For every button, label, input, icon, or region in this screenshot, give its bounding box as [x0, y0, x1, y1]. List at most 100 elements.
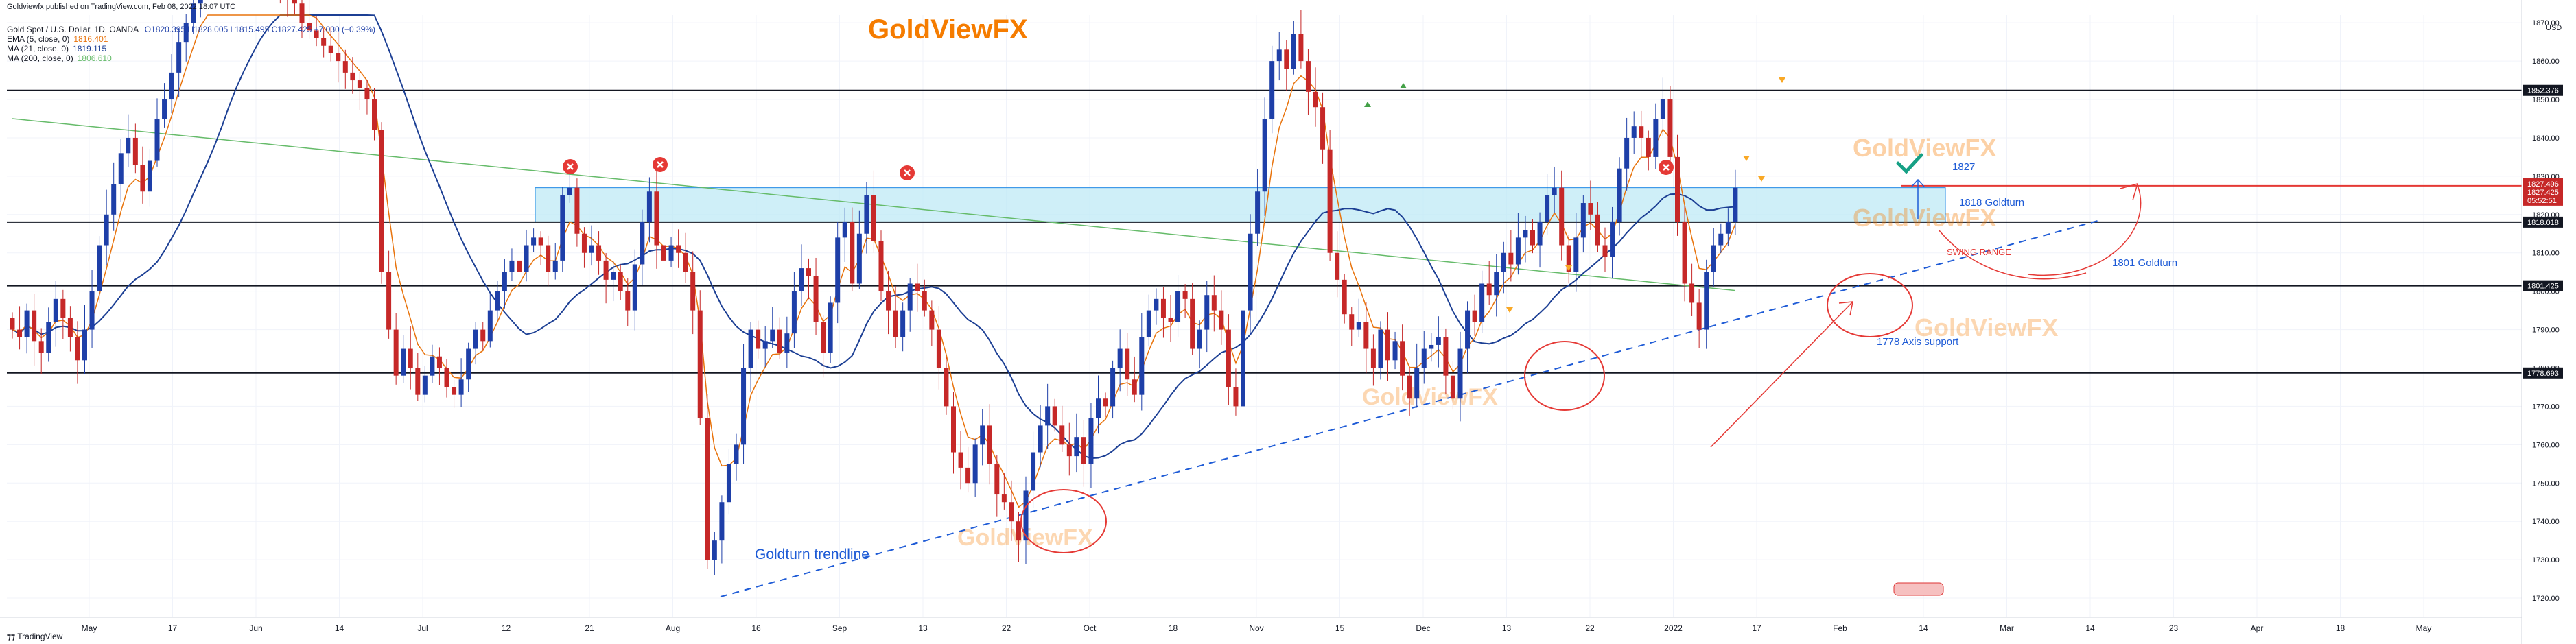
tradingview-footer[interactable]: ⁊⁊ TradingView	[7, 632, 62, 641]
candle-body	[1624, 137, 1630, 169]
candle-body	[154, 118, 160, 161]
candle-body	[654, 191, 659, 246]
level-price-label: 1818.018	[2527, 219, 2559, 227]
drawn-annotations: 1827 1818 Goldturn SWING RANGE 1801 Goldtur…	[563, 77, 2177, 596]
candle-body	[799, 268, 804, 291]
goldturn-trendline	[720, 219, 2100, 597]
candle-body	[1298, 34, 1304, 62]
candle-body	[452, 387, 457, 395]
candle-body	[821, 322, 826, 353]
price-tick-label: 1850.00	[2532, 96, 2560, 104]
candle-body	[856, 233, 862, 284]
candle-body	[603, 260, 609, 280]
signal-triangle	[1506, 307, 1513, 313]
x-icon	[657, 161, 664, 168]
indicator-label: MA (200, close, 0)	[7, 53, 73, 63]
time-tick-label: 15	[1335, 623, 1345, 633]
time-tick-label: 12	[502, 623, 511, 633]
candle-body	[864, 195, 869, 234]
candle-body	[75, 337, 80, 361]
candle-body	[1233, 387, 1239, 407]
candle-body	[97, 245, 102, 291]
price-axis[interactable]: 1720.00 1730.00 1740.00 1750.00 1760.00 1770.…	[2521, 0, 2563, 644]
candle-body	[1226, 329, 1231, 387]
candle-body	[53, 298, 58, 322]
candle-body	[111, 184, 117, 215]
level-price-tag	[2523, 84, 2563, 96]
candle-body	[292, 0, 297, 4]
candle-body	[1653, 118, 1659, 157]
candle-body	[1255, 191, 1261, 234]
candle-body	[929, 310, 935, 330]
time-tick-label: Jul	[417, 623, 428, 633]
candle-body	[618, 272, 623, 291]
candle-body	[509, 260, 515, 272]
level-price-label: 1801.425	[2527, 283, 2559, 291]
candle-body	[104, 214, 109, 246]
candle-body	[1066, 444, 1072, 457]
candle-body	[813, 276, 819, 322]
candle-body	[1059, 425, 1065, 445]
indicator-label: MA (21, close, 0)	[7, 44, 69, 53]
candle-body	[1457, 348, 1463, 399]
candle-body	[307, 23, 312, 31]
candle-body	[1718, 233, 1724, 246]
candle-body	[191, 3, 196, 23]
swing-arrow-curve	[1938, 229, 2087, 280]
candle-body	[132, 137, 138, 165]
candle-body	[697, 310, 703, 418]
time-tick-label: May	[2416, 623, 2432, 633]
candle-body	[176, 42, 182, 73]
candle-body	[401, 348, 406, 376]
candle-body	[342, 61, 348, 73]
candle-body	[987, 425, 992, 464]
candle-body	[1479, 283, 1485, 322]
x-icon	[567, 163, 574, 170]
candle-body	[1052, 406, 1057, 426]
candle-body	[1001, 494, 1007, 503]
time-tick-label: 13	[918, 623, 928, 633]
candle-body	[646, 191, 652, 222]
candle-body	[147, 160, 152, 192]
candle-body	[850, 222, 855, 284]
signal-triangle	[1758, 176, 1765, 182]
candle-body	[1588, 203, 1593, 215]
candle-body	[502, 272, 507, 291]
signal-triangle	[1364, 102, 1371, 107]
candle-body	[748, 329, 753, 368]
candle-body	[596, 245, 602, 261]
circle-annotation	[1020, 489, 1107, 553]
indicator-1[interactable]: MA (21, close, 0) 1819.115	[7, 44, 106, 53]
candle-body	[1139, 337, 1145, 395]
candle-body	[1291, 34, 1296, 69]
candle-body	[944, 368, 949, 407]
watermark: GoldViewFX	[1915, 313, 2058, 342]
candle-body	[1494, 272, 1499, 296]
price-tick-label: 1770.00	[2532, 403, 2560, 411]
indicator-0[interactable]: EMA (5, close, 0) 1816.401	[7, 34, 108, 44]
candle-body	[886, 291, 891, 311]
annotation-label: Goldturn trendline	[755, 547, 869, 562]
time-tick-label: Apr	[2251, 623, 2264, 633]
candle-body	[1219, 310, 1224, 330]
candle-body	[1182, 291, 1188, 299]
candle-body	[1009, 502, 1014, 522]
candle-body	[719, 502, 725, 541]
indicator-2[interactable]: MA (200, close, 0) 1806.610	[7, 53, 112, 63]
candle-body	[589, 245, 594, 253]
candle-body	[1429, 344, 1434, 349]
time-axis[interactable]: May 17 Jun 14 Jul 12 21 Aug 16 Sep 13 22 Oct 18 Nov 15 D…	[0, 617, 2522, 633]
candles	[10, 0, 1738, 575]
candle-body	[1045, 406, 1051, 426]
candle-body	[705, 418, 710, 560]
candle-body	[668, 245, 674, 261]
candle-body	[611, 272, 616, 280]
candle-body	[1248, 233, 1253, 311]
candle-body	[162, 99, 167, 119]
arrow-head	[1838, 301, 1853, 316]
time-tick-label: Jun	[249, 623, 262, 633]
event-badge	[1893, 582, 1944, 596]
candle-body	[444, 368, 449, 387]
candle-body	[466, 348, 471, 380]
